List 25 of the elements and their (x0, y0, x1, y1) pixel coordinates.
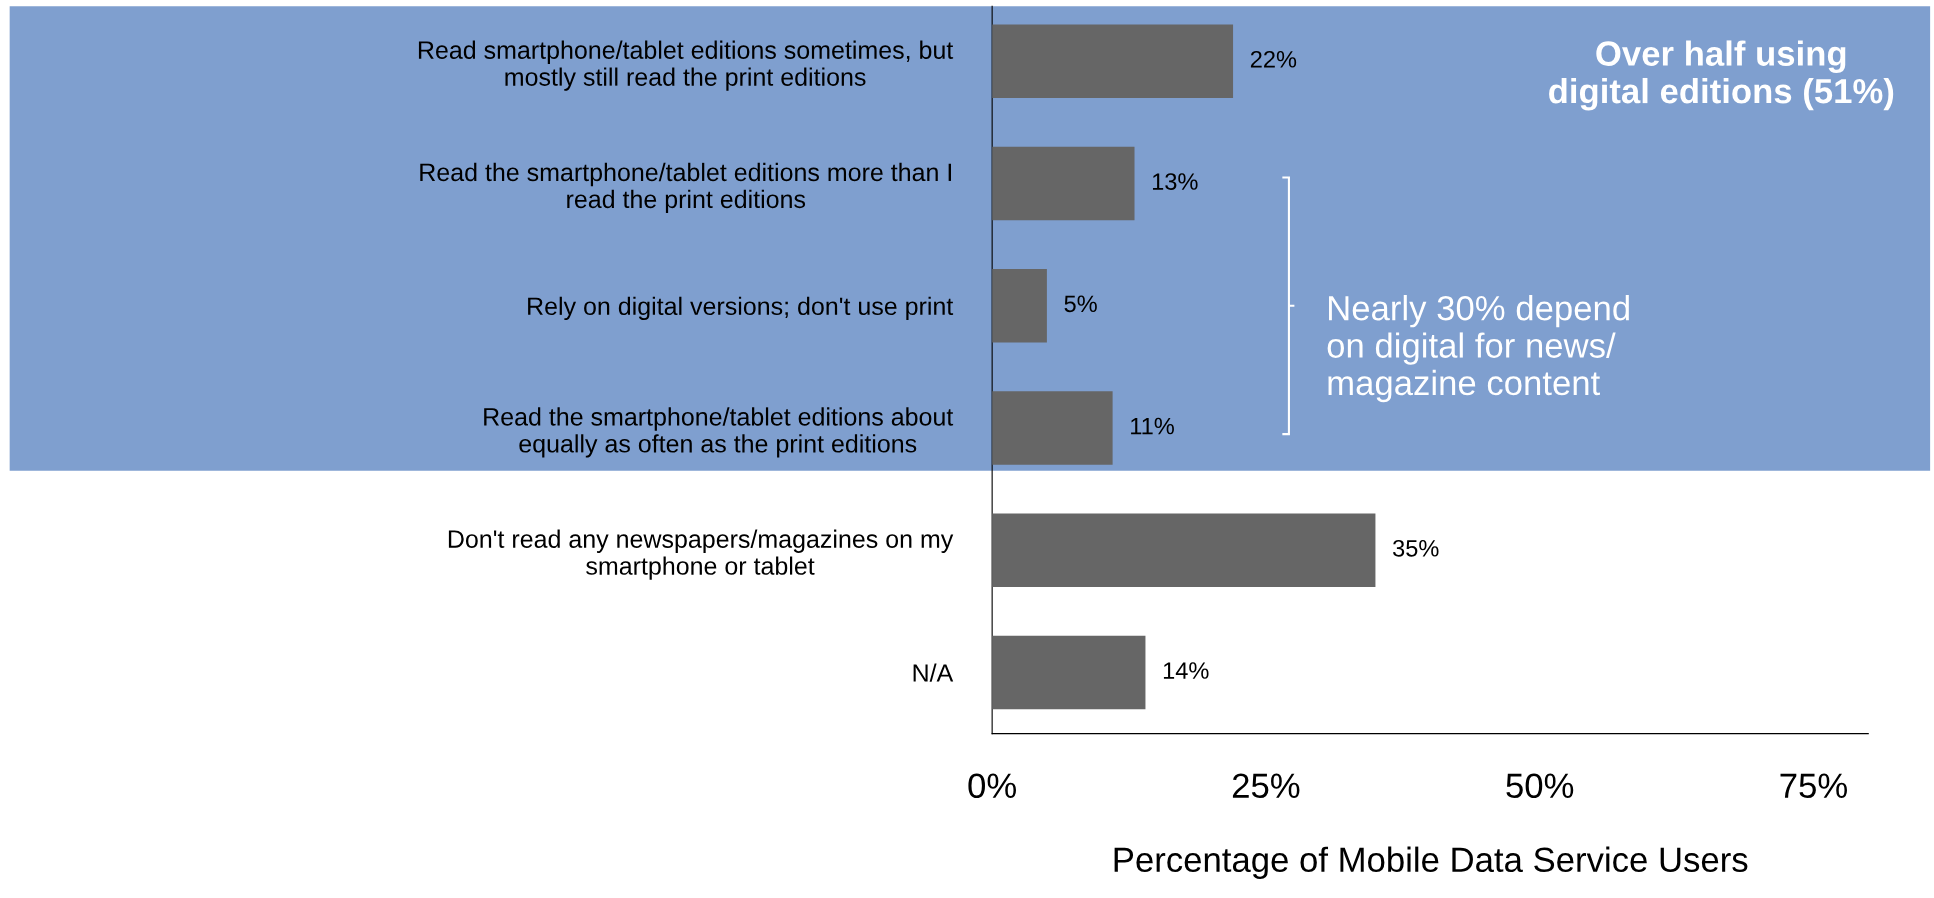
annotation: Over half using digital editions (51%) (1549, 40, 1894, 111)
x-axis-title: Percentage of Mobile Data Service Users (1114, 846, 1748, 879)
data-label: 35% (1393, 539, 1439, 557)
y-tick-label: Read the smartphone/tablet editions about equally as often as the print editions (484, 407, 954, 458)
y-tick-label: Read smartphone/tablet editions sometimes, but mostly still read the print editions (418, 40, 954, 91)
x-tick-label: 75% (1780, 773, 1847, 799)
bar (992, 269, 1047, 343)
annotation: Nearly 30% depend on digital for news/ magazine content (1327, 295, 1629, 403)
y-tick-label: Rely on digital versions; don't use print (528, 296, 954, 321)
x-tick-label: 0% (968, 773, 1016, 799)
data-label: 22% (1250, 50, 1297, 68)
bar (992, 635, 1146, 710)
y-tick-label: Don't read any newspapers/magazines on my smartphone or tablet (448, 529, 954, 580)
bar (992, 513, 1376, 587)
data-label: 11% (1131, 417, 1174, 435)
data-label: 14% (1163, 662, 1209, 679)
y-tick-label: Read the smartphone/tablet editions more than I read the print editions (420, 162, 951, 214)
bar (992, 24, 1234, 98)
bar (992, 391, 1113, 465)
x-tick-label: 25% (1232, 773, 1300, 799)
data-label: 13% (1152, 173, 1198, 190)
y-tick-label: N/A (913, 663, 954, 682)
x-tick-label: 50% (1506, 773, 1574, 799)
data-label: 5% (1064, 295, 1097, 313)
bar (992, 146, 1135, 221)
